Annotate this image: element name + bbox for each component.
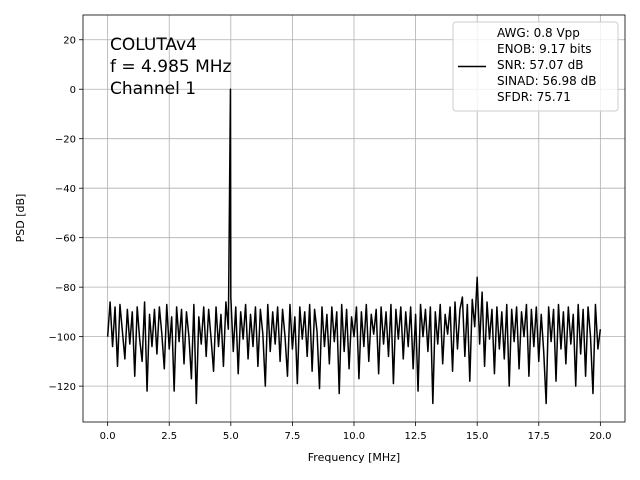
legend-box	[452, 21, 619, 112]
x-tick-label: 10.0	[343, 431, 365, 442]
legend-label: AWG: 0.8 Vpp	[497, 26, 580, 40]
legend-label: SNR: 57.07 dB	[497, 58, 583, 72]
y-tick-label: 20	[63, 36, 76, 47]
plot-area	[106, 88, 602, 405]
ticks: 0.0 2.5 5.0 7.5 10.0 12.5 15.0 17.5 20.0 −120 −100…	[49, 36, 612, 442]
x-tick-label: 7.5	[284, 431, 300, 442]
x-tick-label: 15.0	[466, 431, 488, 442]
y-tick-label: −100	[49, 333, 76, 344]
y-axis-label: PSD [dB]	[14, 194, 27, 243]
annotation-line: Channel 1	[110, 79, 196, 99]
x-tick-label: 12.5	[404, 431, 426, 442]
x-axis-label: Frequency [MHz]	[308, 451, 400, 464]
x-tick-label: 20.0	[589, 431, 611, 442]
y-tick-label: 0	[70, 85, 76, 96]
legend-label: SFDR: 75.71	[497, 90, 571, 104]
y-tick-label: −20	[55, 135, 76, 146]
annotation-line: f = 4.985 MHz	[110, 57, 232, 77]
y-tick-label: −120	[49, 382, 76, 393]
annotation-line: COLUTAv4	[110, 35, 197, 55]
series-line	[106, 88, 602, 405]
y-tick-label: −60	[55, 234, 76, 245]
legend-label: SINAD: 56.98 dB	[497, 74, 596, 88]
y-tick-label: −80	[55, 283, 76, 294]
x-tick-label: 2.5	[161, 431, 177, 442]
legend: AWG: 0.8 Vpp ENOB: 9.17 bits SNR: 57.07 dB…	[452, 21, 619, 112]
y-tick-label: −40	[55, 184, 76, 195]
x-tick-label: 0.0	[100, 431, 116, 442]
x-tick-label: 5.0	[223, 431, 239, 442]
x-tick-label: 17.5	[528, 431, 550, 442]
legend-label: ENOB: 9.17 bits	[497, 42, 592, 56]
